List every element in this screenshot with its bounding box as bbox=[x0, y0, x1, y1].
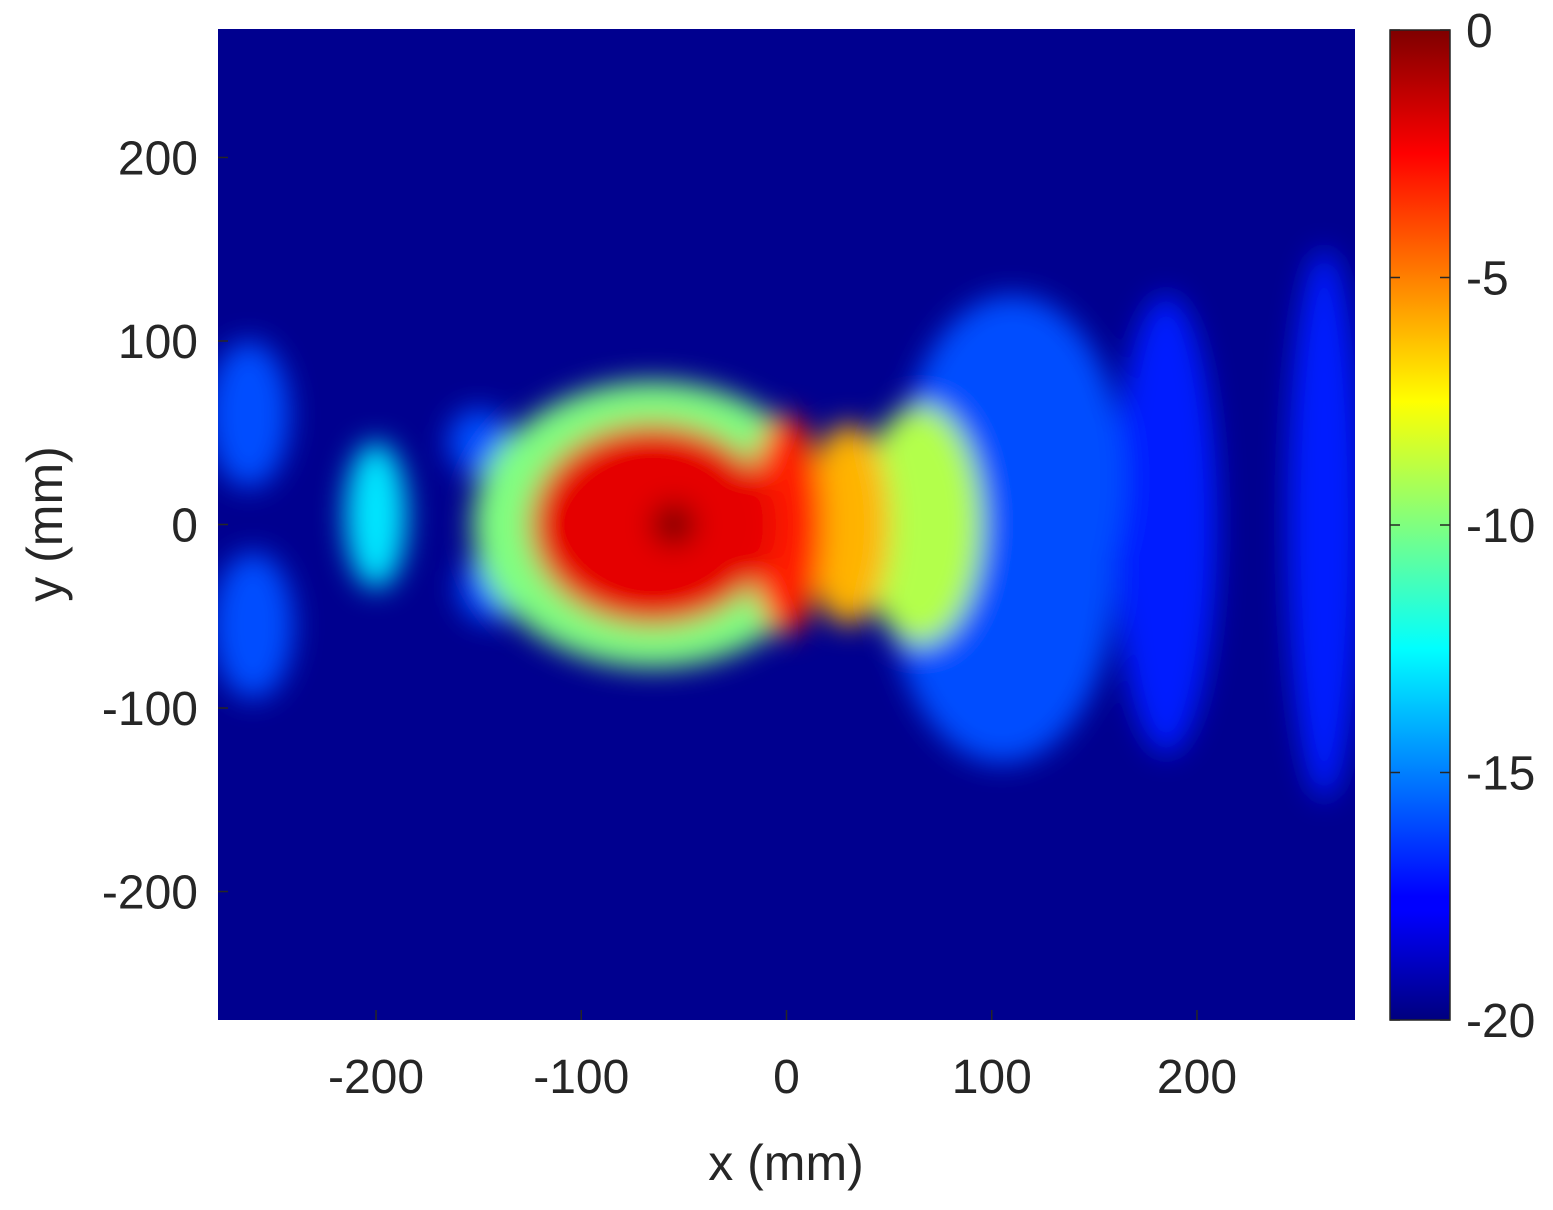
x-tick: -200 bbox=[328, 1010, 424, 1104]
colorbar-tick: -5 bbox=[1390, 253, 1509, 306]
y-tick-label: -100 bbox=[102, 683, 198, 736]
heatmap-lobe-8 bbox=[345, 441, 407, 589]
colorbar-ticks: 0 -5 -10 -15 -20 bbox=[1390, 5, 1535, 1048]
y-tick-label: 200 bbox=[118, 132, 198, 185]
colorbar-tick-label: 0 bbox=[1466, 5, 1493, 58]
colorbar-tick-label: -15 bbox=[1466, 748, 1535, 801]
y-tick-label: 0 bbox=[171, 500, 198, 553]
y-axis-label: y (mm) bbox=[17, 446, 73, 602]
y-tick: 0 bbox=[171, 500, 228, 553]
x-tick-label: 100 bbox=[952, 1051, 1032, 1104]
y-tick-label: -200 bbox=[102, 867, 198, 920]
y-axis-ticks: 200 100 0 -100 -200 bbox=[102, 132, 228, 920]
heatmap-features bbox=[218, 249, 1355, 800]
x-tick-label: -200 bbox=[328, 1051, 424, 1104]
colorbar-tick: -15 bbox=[1390, 748, 1535, 801]
x-axis-ticks: -200 -100 0 100 200 bbox=[328, 1010, 1237, 1104]
y-tick: 100 bbox=[118, 316, 228, 369]
colorbar-tick-label: -20 bbox=[1466, 995, 1535, 1048]
x-tick: 100 bbox=[952, 1010, 1032, 1104]
y-tick: 200 bbox=[118, 132, 228, 185]
x-tick-label: -100 bbox=[533, 1051, 629, 1104]
heatmap-lobe-5 bbox=[218, 552, 294, 699]
heatmap-arc-0 bbox=[1114, 295, 1218, 754]
y-tick: -200 bbox=[102, 867, 228, 920]
colorbar-tick: -20 bbox=[1390, 995, 1535, 1048]
x-tick-label: 0 bbox=[773, 1051, 800, 1104]
heatmap-arc-12 bbox=[749, 414, 824, 635]
x-tick: -100 bbox=[533, 1010, 629, 1104]
heatmap-arc-11 bbox=[807, 423, 890, 626]
x-tick-label: 200 bbox=[1157, 1051, 1237, 1104]
colorbar-tick-label: -10 bbox=[1466, 500, 1535, 553]
heatmap-peak bbox=[651, 502, 696, 547]
x-tick: 200 bbox=[1157, 1010, 1237, 1104]
heatmap-arc-1 bbox=[1287, 249, 1355, 800]
y-tick: -100 bbox=[102, 683, 228, 736]
x-axis-label: x (mm) bbox=[708, 1135, 864, 1191]
heatmap-arc-10 bbox=[858, 405, 982, 644]
colorbar-tick: 0 bbox=[1390, 5, 1493, 58]
colorbar-tick: -10 bbox=[1390, 500, 1535, 553]
y-tick-label: 100 bbox=[118, 316, 198, 369]
heatmap-lobe-4 bbox=[218, 341, 290, 488]
x-tick: 0 bbox=[773, 1010, 800, 1104]
colorbar-tick-label: -5 bbox=[1466, 253, 1509, 306]
